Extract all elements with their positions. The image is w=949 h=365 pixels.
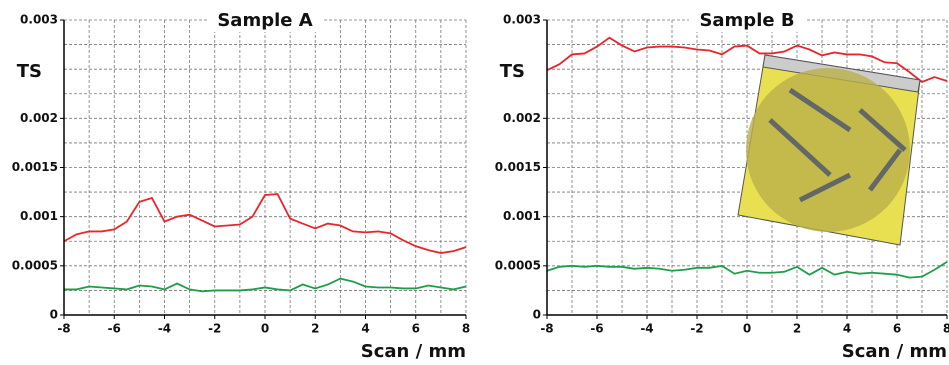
x-tick-label: -8 [57,322,70,336]
chart-title: Sample A [217,10,312,31]
y-tick-label: 0 [50,308,58,322]
y-tick-label: 0.0015 [495,160,541,174]
inset-image [738,55,920,245]
x-tick-label: 2 [311,322,319,336]
y-tick-label: 0.003 [20,13,58,27]
x-tick-label: -2 [690,322,703,336]
y-tick-label: 0.0005 [495,258,541,272]
x-tick-label: 0 [743,322,751,336]
x-tick-label: -8 [540,322,553,336]
y-tick-label: 0.0005 [12,258,58,272]
x-tick-label: 2 [793,322,801,336]
x-tick-label: 4 [361,322,369,336]
y-axis-label: TS [17,61,42,82]
x-tick-label: 8 [943,322,949,336]
y-tick-label: 0 [533,308,541,322]
x-axis-label: Scan / mm [361,341,466,362]
y-axis-label: TS [500,61,525,82]
x-axis-label: Scan / mm [842,341,947,362]
x-tick-label: 8 [462,322,470,336]
y-tick-label: 0.002 [503,111,541,125]
x-tick-label: -6 [108,322,121,336]
x-tick-label: -2 [208,322,221,336]
y-tick-label: 0.003 [503,13,541,27]
x-tick-label: -4 [158,322,171,336]
y-tick-label: 0.002 [20,111,58,125]
figure: 0 0.0005 0.001 0.0015 0.002 0.003 -8 -6 -4 -2 0 2 4 6… [0,0,949,365]
y-tick-label: 0.001 [20,209,58,223]
x-tick-label: 6 [893,322,901,336]
x-tick-label: -6 [590,322,603,336]
x-tick-label: -4 [640,322,653,336]
y-tick-label: 0.001 [503,209,541,223]
x-tick-label: 6 [412,322,420,336]
chart-title: Sample B [699,10,794,31]
x-tick-label: 4 [843,322,851,336]
y-tick-label: 0.0015 [12,160,58,174]
x-tick-label: 0 [261,322,269,336]
